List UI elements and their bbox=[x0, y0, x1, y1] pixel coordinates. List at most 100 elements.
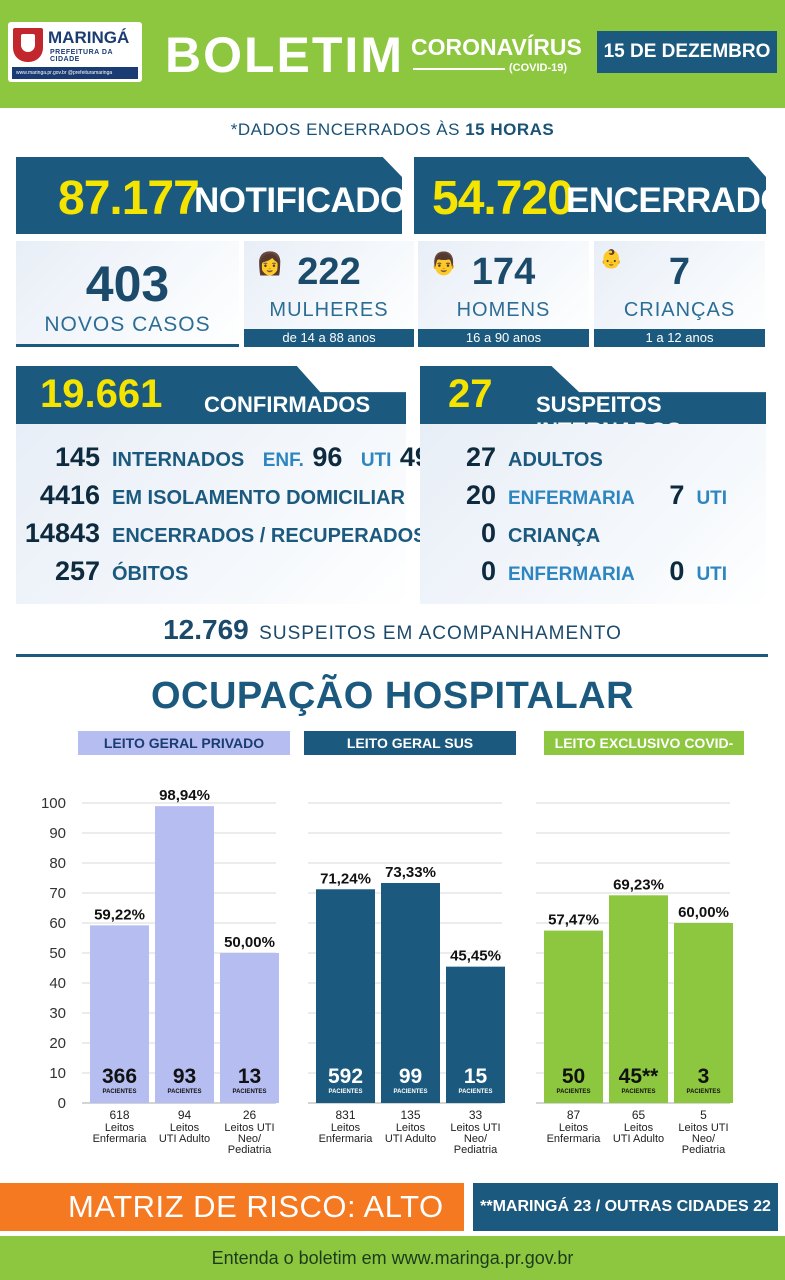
bar bbox=[381, 883, 440, 1103]
suspects-follow-value: 12.769 bbox=[163, 614, 249, 645]
confirmed-row-hospitalized: 145 INTERNADOS ENF. 96 UTI 49 bbox=[16, 442, 430, 476]
women-value: 222 bbox=[297, 251, 361, 293]
logo-name: MARINGÁ bbox=[48, 28, 130, 47]
y-tick-label: 10 bbox=[49, 1065, 66, 1082]
y-tick-label: 80 bbox=[49, 855, 66, 872]
women-range: de 14 a 88 anos bbox=[244, 329, 414, 347]
bar-category-label: Leitos bbox=[105, 1122, 135, 1134]
confirmed-row-recovered: 14843 ENCERRADOS / RECUPERADOS bbox=[16, 518, 427, 552]
woman-icon: 👩 bbox=[256, 251, 284, 276]
notified-banner: 87.177 NOTIFICADOS bbox=[16, 157, 402, 234]
y-tick-label: 0 bbox=[58, 1095, 66, 1112]
adults-value: 27 bbox=[465, 442, 496, 472]
bar-patients-value: 15 bbox=[464, 1065, 488, 1088]
bar-value-label: 59,22% bbox=[94, 906, 145, 923]
children-ward-value: 0 bbox=[480, 556, 496, 586]
category-private: LEITO GERAL PRIVADO bbox=[78, 731, 290, 755]
y-tick-label: 100 bbox=[41, 795, 66, 812]
footer-link[interactable]: Entenda o boletim em www.maringa.pr.gov.… bbox=[0, 1236, 785, 1280]
ward-value: 96 bbox=[312, 442, 343, 472]
closed-value: 54.720 bbox=[432, 172, 574, 225]
bar-category-label: Enfermaria bbox=[547, 1133, 602, 1145]
header-bar: MARINGÁ PREFEITURA DA CIDADE www.maringa… bbox=[0, 0, 785, 108]
y-tick-label: 70 bbox=[49, 885, 66, 902]
risk-matrix-banner: MATRIZ DE RISCO: ALTO bbox=[0, 1183, 464, 1231]
men-label: HOMENS bbox=[456, 299, 551, 321]
bar bbox=[674, 923, 733, 1103]
adults-icu-label: UTI bbox=[696, 488, 728, 509]
adults-label: ADULTOS bbox=[508, 449, 603, 471]
children-range: 1 a 12 anos bbox=[594, 329, 765, 347]
hospitalized-label: INTERNADOS bbox=[112, 449, 245, 471]
bar-category-label: Pediatria bbox=[228, 1144, 272, 1156]
suspects-label: SUSPEITOS INTERNADOS bbox=[536, 392, 681, 424]
subtitle-underline bbox=[413, 68, 505, 70]
man-icon: 👨 bbox=[430, 251, 458, 276]
bar-beds-count: 5 bbox=[700, 1108, 707, 1122]
bar-value-label: 45,45% bbox=[450, 948, 501, 965]
recovered-label: ENCERRADOS / RECUPERADOS bbox=[112, 525, 427, 547]
y-tick-label: 60 bbox=[49, 915, 66, 932]
children-label: CRIANÇAS bbox=[623, 299, 736, 321]
bar-category-label: Leitos bbox=[331, 1122, 361, 1134]
data-closed-note: *DADOS ENCERRADOS ÀS 15 HORAS bbox=[0, 120, 785, 140]
bar-category-label: Neo/ bbox=[692, 1133, 716, 1145]
confirmed-row-deaths: 257 ÓBITOS bbox=[16, 556, 188, 590]
bar-patients-label: PACIENTES bbox=[233, 1089, 267, 1095]
adults-ward-label: ENFERMARIA bbox=[508, 488, 635, 509]
new-cases-value: 403 bbox=[85, 256, 170, 312]
bar-category-label: Leitos bbox=[624, 1122, 654, 1134]
confirmed-row-isolation: 4416 EM ISOLAMENTO DOMICILIAR bbox=[16, 480, 405, 514]
bar-category-label: Pediatria bbox=[682, 1144, 726, 1156]
bar-category-label: UTI Adulto bbox=[385, 1133, 436, 1145]
new-cases-box: 403 NOVOS CASOS bbox=[16, 241, 239, 347]
bar bbox=[609, 895, 668, 1103]
bar-patients-value: 592 bbox=[328, 1065, 363, 1088]
bar-patients-value: 366 bbox=[102, 1065, 137, 1088]
bar-beds-count: 135 bbox=[400, 1108, 420, 1122]
bar-patients-label: PACIENTES bbox=[557, 1089, 591, 1095]
bar-patients-label: PACIENTES bbox=[329, 1089, 363, 1095]
suspects-header: 27 SUSPEITOS INTERNADOS bbox=[420, 366, 766, 424]
new-cases-underline bbox=[16, 344, 239, 347]
bar-category-label: UTI Adulto bbox=[159, 1133, 210, 1145]
prefeitura-logo[interactable]: MARINGÁ PREFEITURA DA CIDADE www.maringa… bbox=[8, 22, 142, 82]
suspects-value: 27 bbox=[448, 372, 493, 416]
recovered-value: 14843 bbox=[24, 518, 100, 548]
children-box: 👶 7 CRIANÇAS 1 a 12 anos bbox=[594, 241, 765, 347]
bar-patients-value: 13 bbox=[238, 1065, 261, 1088]
men-value: 174 bbox=[471, 251, 536, 293]
women-label: MULHERES bbox=[269, 299, 389, 321]
isolation-label: EM ISOLAMENTO DOMICILIAR bbox=[112, 487, 405, 509]
bar bbox=[90, 925, 149, 1103]
children-ward-label: ENFERMARIA bbox=[508, 564, 635, 585]
section-divider bbox=[16, 654, 768, 657]
men-box: 👨 174 HOMENS 16 a 90 anos bbox=[418, 241, 589, 347]
bar-value-label: 57,47% bbox=[548, 912, 599, 929]
ward-label: ENF. bbox=[262, 450, 304, 471]
adults-icu-value: 7 bbox=[669, 480, 685, 510]
closed-banner: 54.720 ENCERRADOS bbox=[414, 157, 766, 234]
children-icu-label: UTI bbox=[696, 564, 728, 585]
hospitalized-value: 145 bbox=[54, 442, 100, 472]
notified-label: NOTIFICADOS bbox=[194, 181, 430, 220]
city-shield-icon bbox=[13, 28, 43, 62]
suspects-row-children-ward: 0 ENFERMARIA 0 UTI bbox=[420, 556, 727, 590]
y-tick-label: 20 bbox=[49, 1035, 66, 1052]
men-range: 16 a 90 anos bbox=[418, 329, 589, 347]
bar bbox=[544, 930, 603, 1103]
suspects-follow-label: SUSPEITOS EM ACOMPANHAMENTO bbox=[259, 623, 622, 644]
bar-patients-value: 50 bbox=[562, 1065, 585, 1088]
bar bbox=[316, 889, 375, 1103]
bar-beds-count: 87 bbox=[567, 1108, 581, 1122]
bar-patients-label: PACIENTES bbox=[687, 1089, 721, 1095]
bar-category-label: UTI Adulto bbox=[613, 1133, 664, 1145]
suspects-follow-up: 12.769 SUSPEITOS EM ACOMPANHAMENTO bbox=[0, 614, 785, 650]
y-tick-label: 40 bbox=[49, 975, 66, 992]
bar-patients-value: 45** bbox=[619, 1065, 660, 1088]
bar-patients-value: 3 bbox=[698, 1065, 710, 1088]
bar-beds-count: 33 bbox=[469, 1108, 483, 1122]
icu-label: UTI bbox=[360, 450, 392, 471]
bar-patients-label: PACIENTES bbox=[103, 1089, 137, 1095]
bar-value-label: 69,23% bbox=[613, 876, 664, 893]
